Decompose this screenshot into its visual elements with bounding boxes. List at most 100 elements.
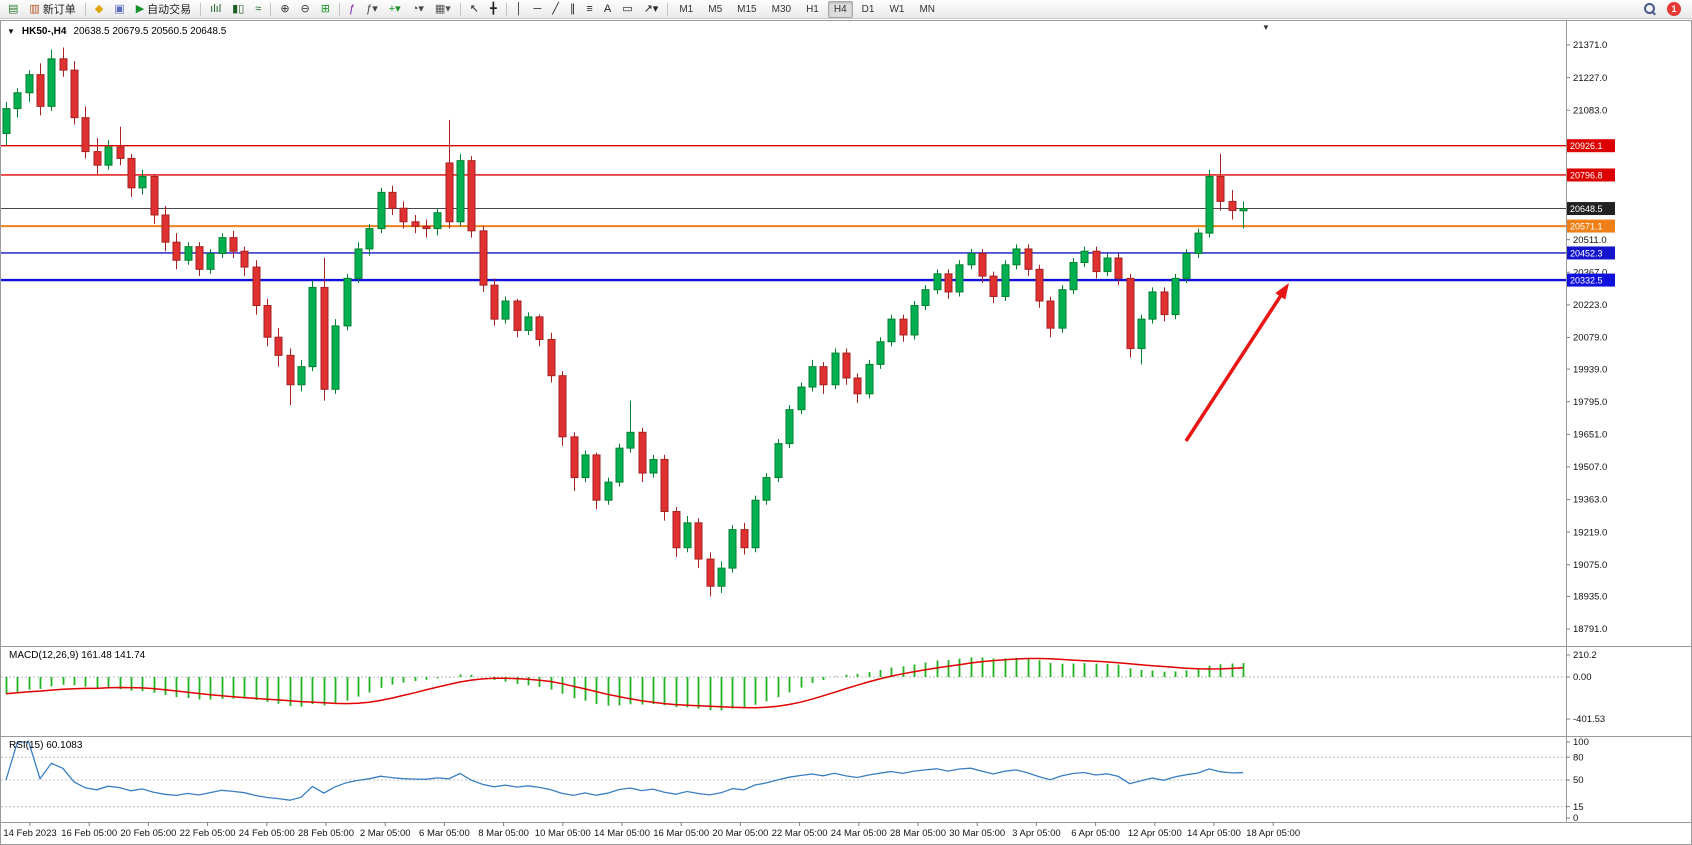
toolbar: ▤ ▥ 新订单 ◆ ▣ ▶ 自动交易 ılıl ▮▯ ≈ ⊕ ⊖ ⊞ ƒ ƒ▾ +▾ ◔▾ ▦▾ ↖ ╋ │ ─ ╱ ∥ ≡ A ▭… [0, 0, 1692, 19]
time-axis-label: 30 Mar 05:00 [949, 828, 1005, 839]
time-axis-label: 14 Apr 05:00 [1187, 828, 1241, 839]
price-axis-label: 19939.0 [1573, 364, 1607, 375]
price-badge [1567, 246, 1615, 260]
one-click-trading-collapse-icon[interactable]: ▼ [7, 27, 15, 36]
time-axis-label: 2 Mar 05:00 [360, 828, 411, 839]
price-axis-label: 19507.0 [1573, 462, 1607, 473]
text-button[interactable]: A [599, 0, 616, 19]
line-chart-button[interactable]: ≈ [250, 0, 266, 19]
timeframe-button-mn[interactable]: MN [919, 3, 936, 15]
horizontal-line-icon: ─ [533, 2, 542, 15]
rsi-line [5, 741, 1244, 801]
price-badge [1567, 273, 1615, 287]
price-axis-label: 19651.0 [1573, 430, 1607, 441]
time-axis-label: 8 Mar 05:00 [478, 828, 529, 839]
arrows-icon: ↗▾ [643, 2, 659, 15]
zoom-in-button[interactable]: ⊕ [275, 0, 294, 19]
timeframe-button-m30[interactable]: M30 [771, 3, 792, 15]
trendline-button[interactable]: ╱ [547, 0, 564, 19]
time-axis-label: 28 Mar 05:00 [890, 828, 946, 839]
new-chart-icon: ▤ [8, 2, 19, 15]
zoom-out-button[interactable]: ⊖ [296, 0, 315, 19]
symbol-search-button[interactable] [1638, 0, 1662, 19]
timeframe-button-m5[interactable]: M5 [708, 3, 723, 15]
bar-chart-button[interactable]: ılıl [205, 0, 226, 19]
label-button[interactable]: ▭ [617, 0, 637, 19]
add-chart-icon: +▾ [388, 2, 401, 15]
time-axis-label: 20 Mar 05:00 [712, 828, 768, 839]
price-axis-label: 20079.0 [1573, 333, 1607, 344]
toolbar-overflow-icon[interactable]: ▼ [1262, 23, 1270, 32]
fibonacci-icon: ≡ [586, 2, 593, 15]
price-badge-label: 20571.1 [1570, 222, 1603, 232]
price-badge [1567, 219, 1615, 233]
crosshair-button[interactable]: ╋ [485, 0, 502, 19]
timeframe-button-h4[interactable]: H4 [827, 0, 853, 18]
macd-histogram [5, 657, 1245, 711]
time-axis-label: 28 Feb 05:00 [298, 828, 354, 839]
horizontal-lines [1, 145, 1566, 282]
vertical-line-icon: │ [515, 2, 523, 15]
time-axis-label: 24 Feb 05:00 [239, 828, 295, 839]
time-axis-label: 3 Apr 05:00 [1012, 828, 1061, 839]
timeframe-button-w1[interactable]: W1 [889, 3, 905, 15]
price-axis-label: 19363.0 [1573, 495, 1607, 506]
chart-canvas: 21371.021227.021083.020939.020795.020651… [1, 21, 1691, 839]
mql-wizard-button[interactable]: ◆ [90, 0, 108, 19]
timeframe-button-h1[interactable]: H1 [806, 3, 819, 15]
time-axis-label: 14 Mar 05:00 [594, 828, 650, 839]
trend-arrow[interactable] [1184, 283, 1289, 442]
add-chart-button[interactable]: +▾ [384, 0, 406, 19]
auto-trading-button[interactable]: ▶ 自动交易 [131, 0, 196, 19]
profiles-button[interactable]: ▣ [109, 0, 129, 19]
price-axis-label: 21227.0 [1573, 73, 1607, 84]
price-badge [1567, 168, 1615, 182]
price-axis-label: 19795.0 [1573, 397, 1607, 408]
chart-plot-area[interactable] [1, 21, 1566, 822]
alerts-button[interactable]: 1 [1667, 2, 1681, 16]
price-badge-label: 20452.3 [1570, 248, 1603, 258]
price-badge [1567, 202, 1615, 216]
ohlc-values: 20638.5 20679.5 20560.5 20648.5 [73, 26, 227, 37]
vertical-line-button[interactable]: │ [511, 0, 528, 19]
macd-signal-line [5, 657, 1244, 709]
zoom-out-icon: ⊖ [300, 2, 310, 15]
price-axis-label: 20511.0 [1573, 235, 1607, 246]
line-chart-icon: ≈ [255, 2, 262, 15]
cursor-icon: ↖ [469, 2, 479, 15]
bar-chart-icon: ılıl [210, 2, 222, 15]
time-axis-label: 6 Apr 05:00 [1071, 828, 1120, 839]
new-order-button[interactable]: ▥ 新订单 [24, 0, 80, 19]
zoom-in-icon: ⊕ [280, 2, 290, 15]
periods-button[interactable]: ◔▾ [407, 0, 429, 19]
price-badge-label: 20796.8 [1570, 170, 1603, 180]
text-icon: A [603, 2, 612, 15]
fibonacci-button[interactable]: ≡ [581, 0, 597, 19]
time-axis[interactable]: 14 Feb 2023 16 Feb 05:00 20 Feb 05:00 22 Fe… [3, 822, 1300, 839]
indicators-list-button[interactable]: ƒ▾ [361, 0, 383, 19]
rsi-scale-label: 100 [1573, 737, 1589, 748]
new-order-label: 新订单 [42, 4, 76, 16]
timeframe-button-m1[interactable]: M1 [679, 3, 694, 15]
channel-button[interactable]: ∥ [565, 0, 581, 19]
tile-windows-button[interactable]: ⊞ [316, 0, 335, 19]
timeframe-button-d1[interactable]: D1 [861, 3, 875, 15]
chart-ohlc-header: ▼ HK50-,H4 20638.5 20679.5 20560.5 20648… [7, 26, 226, 37]
timeframe-button-m15[interactable]: M15 [737, 3, 757, 15]
cursor-button[interactable]: ↖ [465, 0, 484, 19]
new-chart-button[interactable]: ▤ [3, 0, 23, 19]
rsi-scale-label: 0 [1573, 813, 1578, 824]
horizontal-line-button[interactable]: ─ [529, 0, 547, 19]
price-axis[interactable]: 21371.021227.021083.020939.020795.020651… [1566, 40, 1607, 635]
time-axis-label: 6 Mar 05:00 [419, 828, 470, 839]
candlestick-chart-button[interactable]: ▮▯ [227, 0, 249, 19]
time-axis-label: 16 Mar 05:00 [653, 828, 709, 839]
arrows-button[interactable]: ↗▾ [639, 0, 664, 19]
price-axis-label: 19219.0 [1573, 527, 1607, 538]
templates-button[interactable]: ▦▾ [430, 0, 456, 19]
crosshair-icon: ╋ [490, 2, 497, 15]
price-badge-label: 20332.5 [1570, 276, 1603, 286]
indicators-button[interactable]: ƒ [344, 0, 360, 19]
price-axis-label: 19075.0 [1573, 560, 1607, 571]
rsi-scale-label: 50 [1573, 775, 1584, 786]
